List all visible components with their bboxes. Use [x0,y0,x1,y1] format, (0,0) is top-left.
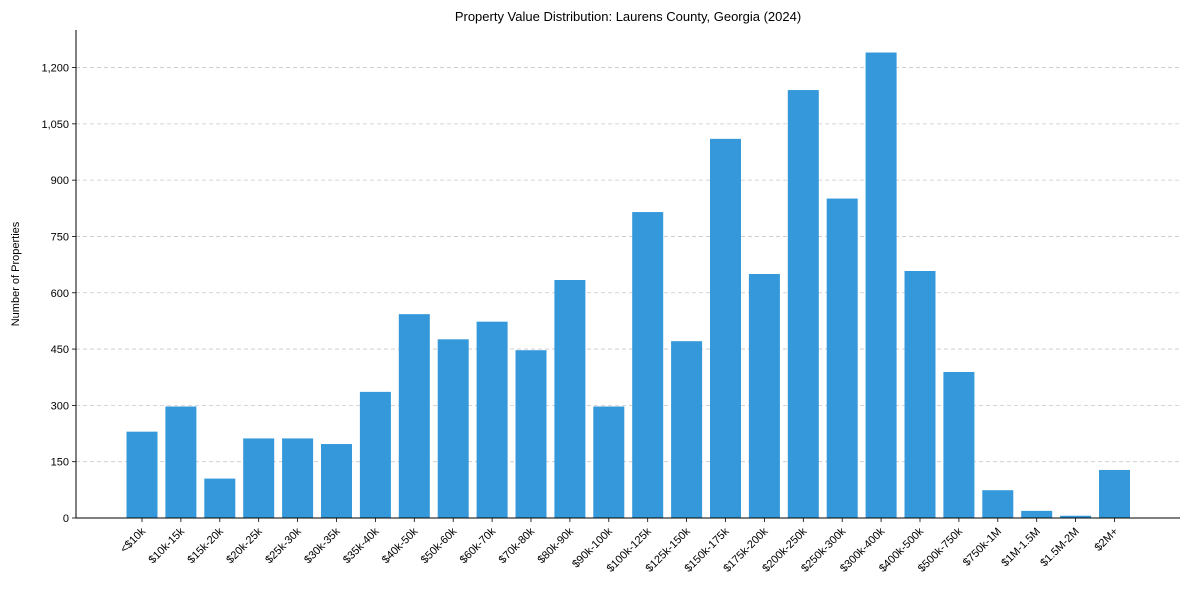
x-tick-label: $2M+ [1092,526,1120,554]
y-tick-label: 150 [51,457,69,469]
y-tick-label: 0 [63,513,69,525]
x-tick-label: $750k-1M [961,526,1004,569]
x-tick-label: $15k-20k [185,525,226,566]
x-tick-label: $50k-60k [419,525,460,566]
x-tick-label: $70k-80k [497,525,538,566]
bar [398,314,430,518]
x-tick-label: $1M-1.5M [999,526,1043,570]
bar [1060,515,1092,518]
bar [437,339,469,518]
y-tick-label: 900 [51,175,69,187]
bar [476,321,508,518]
y-tick-label: 300 [51,400,69,412]
bar [593,406,625,518]
x-tick-label: $60k-70k [458,525,499,566]
x-tick-label: $20k-25k [224,525,265,566]
x-tick-label: $25k-30k [263,525,304,566]
bar [515,350,547,518]
chart-title: Property Value Distribution: Laurens Cou… [455,9,801,24]
y-tick-label: 450 [51,344,69,356]
bar [282,438,314,518]
x-tick-label: $10k-15k [147,525,188,566]
bar [126,431,158,518]
bar [632,212,664,519]
bar [710,138,741,518]
bar [787,90,819,519]
bar [904,270,936,518]
bar [243,438,275,518]
bar [826,198,858,518]
axes [75,30,1180,519]
bar [321,444,352,518]
bar [165,406,197,518]
gridlines [76,67,1180,463]
x-tick-label: $30k-35k [302,525,343,566]
bar [865,52,897,519]
bar [1099,469,1130,518]
x-ticks: <$10k$10k-15k$15k-20k$20k-25k$25k-30k$30… [118,518,1121,575]
bar [359,391,391,518]
bar [671,341,703,518]
y-tick-label: 600 [51,288,69,300]
bar [748,274,780,518]
bar [982,490,1014,518]
y-tick-label: 1,050 [41,119,69,131]
x-tick-label: $40k-50k [380,525,421,566]
y-axis-label: Number of Properties [10,221,22,326]
bar [943,371,975,518]
x-tick-label: $35k-40k [341,525,382,566]
x-tick-label: <$10k [118,525,148,555]
x-tick-label: $80k-90k [536,525,577,566]
x-tick-label: $1.5M-2M [1038,526,1082,570]
bar [204,478,236,518]
y-tick-label: 750 [51,231,69,243]
bar [1021,510,1053,518]
bars [126,52,1130,519]
bar [554,280,586,518]
y-tick-label: 1,200 [41,63,69,75]
y-ticks: 0 150 300 450 600 750 900 1,050 1,200 [41,63,76,525]
